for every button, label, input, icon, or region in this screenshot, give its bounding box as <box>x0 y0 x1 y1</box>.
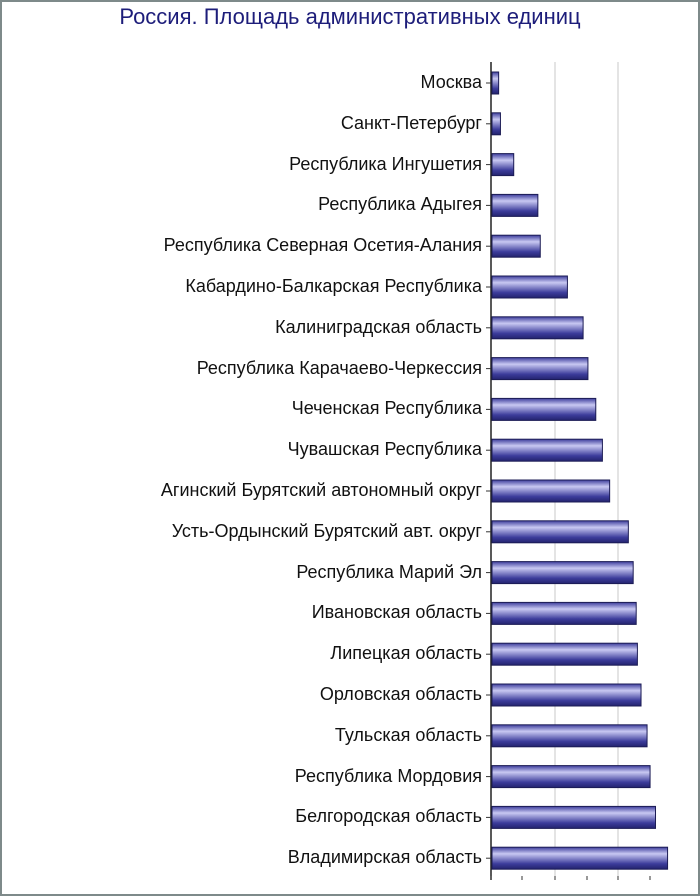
bar <box>491 561 634 585</box>
category-label: Республика Марий Эл <box>296 561 482 582</box>
category-label: Владимирская область <box>287 847 482 868</box>
category-label: Тульская область <box>334 724 482 745</box>
category-label: Республика Карачаево-Черкессия <box>196 357 482 378</box>
category-label: Орловская область <box>319 684 482 704</box>
bar <box>491 479 611 503</box>
bar <box>491 153 515 177</box>
category-label: Усть-Ордынский Бурятский авт. округ <box>171 520 482 541</box>
category-label: Чеченская Республика <box>291 398 482 419</box>
category-label: Республика Северная Осетия-Алания <box>163 235 482 256</box>
bar <box>491 683 642 707</box>
category-label: Ивановская область <box>311 602 482 623</box>
category-label: Санкт-Петербург <box>340 112 482 133</box>
category-label: Республика Ингушетия <box>289 153 482 174</box>
bar <box>491 234 541 258</box>
bar <box>491 642 638 666</box>
bar <box>491 846 669 870</box>
bar <box>491 724 648 748</box>
bar <box>491 601 637 625</box>
category-label: Агинский Бурятский автономный округ <box>160 480 482 500</box>
category-label: Липецкая область <box>330 643 482 664</box>
category-label: Калиниградская область <box>275 316 482 337</box>
category-label: Москва <box>420 72 482 92</box>
bar <box>491 357 589 381</box>
bar <box>491 438 603 462</box>
bar <box>491 805 657 829</box>
bar <box>491 397 597 421</box>
category-label: Белгородская область <box>295 806 482 827</box>
bar <box>491 316 584 340</box>
bar <box>491 520 629 544</box>
bar <box>491 193 539 217</box>
category-label: Республика Адыгея <box>318 194 482 215</box>
category-label: Кабардино-Балкарская Республика <box>185 276 482 296</box>
chart-title: Россия. Площадь административных единиц <box>119 4 581 29</box>
bar <box>491 71 500 95</box>
bar <box>491 765 651 789</box>
bar <box>491 275 568 299</box>
bar <box>491 112 501 136</box>
category-label: Чувашская Республика <box>287 439 482 460</box>
category-label: Республика Мордовия <box>294 765 482 786</box>
